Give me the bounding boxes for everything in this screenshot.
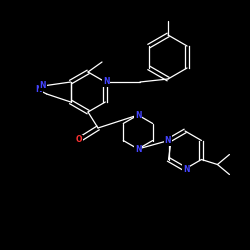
Text: N: N [135, 144, 141, 154]
Text: N: N [164, 136, 171, 145]
Text: N: N [103, 78, 110, 86]
Text: O: O [76, 136, 82, 144]
Text: N: N [135, 110, 141, 120]
Text: N: N [183, 164, 189, 173]
Text: N: N [36, 86, 42, 94]
Text: N: N [40, 82, 46, 90]
